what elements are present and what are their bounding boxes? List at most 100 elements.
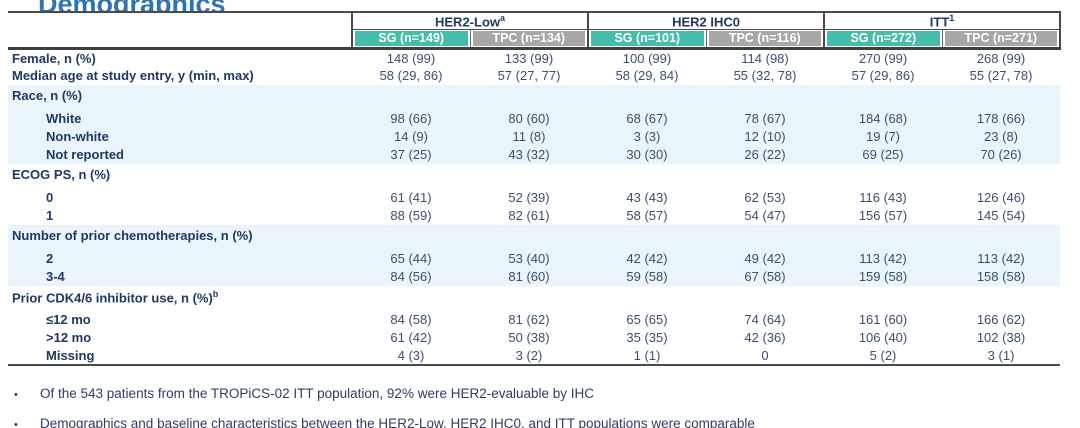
cell-value bbox=[824, 286, 942, 311]
row-label-superscript: b bbox=[212, 288, 219, 299]
cell-value: 61 (42) bbox=[390, 330, 432, 346]
cell-value: 30 (30) bbox=[588, 145, 707, 164]
cell-value: 53 (40) bbox=[470, 249, 589, 268]
cell-value bbox=[706, 164, 824, 189]
row-label: Female, n (%) bbox=[12, 51, 96, 67]
cell-value: 69 (25) bbox=[824, 145, 943, 164]
sg-column-chip: SG (n=149) bbox=[355, 31, 468, 47]
cell-value: 159 (58) bbox=[824, 267, 943, 286]
cell-value: 61 (41) bbox=[390, 190, 432, 206]
cell-value bbox=[352, 224, 470, 250]
cell-value bbox=[942, 84, 1061, 110]
row-label: Missing bbox=[8, 346, 352, 366]
cell-value: 5 (2) bbox=[824, 346, 943, 366]
cell-value: 57 (27, 77) bbox=[497, 68, 561, 84]
cell-value bbox=[588, 224, 707, 250]
row-label: Race, n (%) bbox=[8, 84, 352, 110]
cell-value: 4 (3) bbox=[352, 346, 470, 366]
cell-value: 113 (42) bbox=[824, 249, 943, 268]
cell-value bbox=[824, 224, 943, 250]
cell-value: 52 (39) bbox=[508, 190, 550, 206]
cell-value: 57 (29, 86) bbox=[851, 68, 915, 84]
cell-value bbox=[824, 84, 943, 110]
group-superscript: a bbox=[500, 13, 506, 23]
cell-value: 12 (10) bbox=[706, 127, 825, 146]
cell-value: 54 (47) bbox=[744, 208, 786, 224]
row-label: Number of prior chemotherapies, n (%) bbox=[8, 224, 352, 250]
cell-value: 80 (60) bbox=[470, 109, 589, 128]
cell-value: 184 (68) bbox=[824, 109, 943, 128]
cell-value: 113 (42) bbox=[942, 249, 1061, 268]
cell-value: 78 (67) bbox=[706, 109, 825, 128]
cell-value: 65 (44) bbox=[352, 249, 470, 268]
table-row: ECOG PS, n (%) bbox=[8, 164, 1060, 189]
cell-value: 88 (59) bbox=[390, 208, 432, 224]
row-label: 2 bbox=[8, 249, 352, 268]
cell-value: 178 (66) bbox=[942, 109, 1061, 128]
cell-value: 62 (53) bbox=[744, 190, 786, 206]
group-header-row: HER2-Lowa HER2 IHC0 ITT1 bbox=[8, 12, 1062, 51]
group-label: HER2 IHC0 bbox=[672, 14, 740, 30]
cell-value bbox=[588, 84, 707, 110]
cell-value: 11 (8) bbox=[470, 127, 589, 146]
cell-value: 68 (67) bbox=[588, 109, 707, 128]
table-row: Prior CDK4/6 inhibitor use, n (%)b bbox=[8, 286, 1060, 311]
table-header: HER2-Lowa HER2 IHC0 ITT1 SG (n=149) TPC … bbox=[8, 12, 1062, 51]
cell-value: 0 bbox=[706, 346, 825, 366]
cell-value: 43 (43) bbox=[626, 190, 668, 206]
bullet-icon: • bbox=[14, 418, 18, 428]
cell-value bbox=[706, 286, 824, 311]
subheader-sg-itt: SG (n=272) bbox=[823, 29, 943, 51]
table-row: 2 65 (44) 53 (40) 42 (42) 49 (42) 113 (42) 113… bbox=[8, 249, 1061, 268]
cell-value: 166 (62) bbox=[976, 312, 1026, 328]
cell-value: 84 (56) bbox=[352, 267, 470, 286]
cell-value: 43 (32) bbox=[470, 145, 589, 164]
table-row: Non-white 14 (9) 11 (8) 3 (3) 12 (10) 19 (7) 2… bbox=[8, 127, 1061, 146]
cell-value: 67 (58) bbox=[706, 267, 825, 286]
table-row: ≤12 mo 84 (58) 81 (62) 65 (65) 74 (64) 161 (6… bbox=[8, 311, 1060, 329]
group-header-itt: ITT1 bbox=[823, 12, 1062, 31]
cell-value: 58 (57) bbox=[626, 208, 668, 224]
table-row: White 98 (66) 80 (60) 68 (67) 78 (67) 184 (68… bbox=[8, 109, 1061, 128]
footnote-item: • Demographics and baseline characterist… bbox=[14, 416, 1080, 428]
cell-value: 58 (29, 84) bbox=[615, 68, 679, 84]
cell-value bbox=[470, 164, 588, 189]
cell-value: 145 (54) bbox=[976, 208, 1026, 224]
cell-value: 84 (58) bbox=[390, 312, 432, 328]
table-row: Female, n (%) 148 (99) 133 (99) 100 (99) 114… bbox=[8, 49, 1060, 67]
page-title: Demographics bbox=[38, 0, 226, 11]
cell-value: 58 (29, 86) bbox=[379, 68, 443, 84]
group-label: HER2-Low bbox=[435, 14, 500, 30]
bullet-icon: • bbox=[14, 388, 18, 401]
tpc-column-chip: TPC (n=116) bbox=[708, 31, 822, 47]
cell-value: 82 (61) bbox=[508, 208, 550, 224]
cell-value: 49 (42) bbox=[706, 249, 825, 268]
row-label: White bbox=[8, 109, 352, 128]
footnote-text: Demographics and baseline characteristic… bbox=[40, 415, 755, 428]
table-row: Not reported 37 (25) 43 (32) 30 (30) 26 (22)… bbox=[8, 145, 1061, 164]
cell-value bbox=[470, 286, 588, 311]
cell-value: 161 (60) bbox=[858, 312, 908, 328]
header-corner-cell bbox=[8, 12, 353, 51]
cell-value: 19 (7) bbox=[824, 127, 943, 146]
footnote-text: Of the 543 patients from the TROPiCS-02 … bbox=[40, 385, 595, 401]
cell-value: 116 (43) bbox=[859, 190, 907, 206]
cell-value: 158 (58) bbox=[942, 267, 1061, 286]
cell-value: 268 (99) bbox=[976, 51, 1026, 67]
cell-value: 50 (38) bbox=[508, 330, 550, 346]
cell-value bbox=[352, 164, 470, 189]
table-row: 3-4 84 (56) 81 (60) 59 (58) 67 (58) 159 (58) 1… bbox=[8, 267, 1061, 286]
cell-value: 1 (1) bbox=[588, 346, 707, 366]
cell-value: 114 (98) bbox=[741, 51, 789, 67]
table-body: Female, n (%) 148 (99) 133 (99) 100 (99) 114… bbox=[8, 49, 1061, 366]
cell-value: 98 (66) bbox=[352, 109, 470, 128]
cell-value bbox=[942, 286, 1060, 311]
cell-value bbox=[706, 84, 825, 110]
group-header-her2-ihc0: HER2 IHC0 bbox=[587, 12, 826, 31]
cell-value: 42 (36) bbox=[744, 330, 786, 346]
cell-value: 14 (9) bbox=[352, 127, 470, 146]
tpc-column-chip: TPC (n=134) bbox=[472, 31, 586, 47]
demographics-table: HER2-Lowa HER2 IHC0 ITT1 SG (n=149) TPC … bbox=[8, 11, 1062, 366]
table-row: 1 88 (59) 82 (61) 58 (57) 54 (47) 156 (57) 145… bbox=[8, 207, 1060, 225]
